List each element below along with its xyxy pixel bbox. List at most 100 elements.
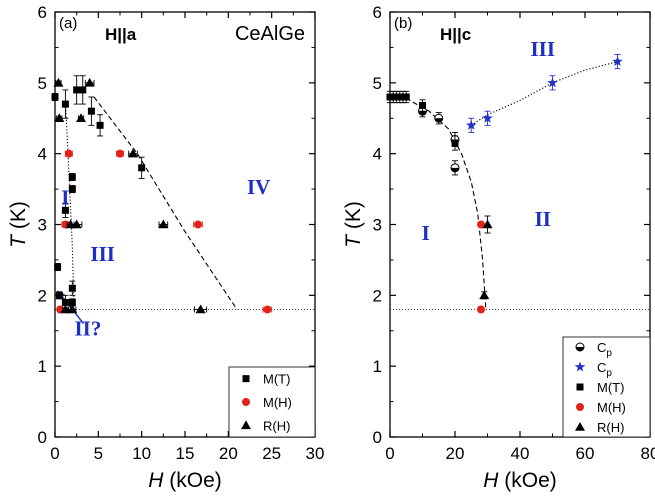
y-tick-label: 2 <box>373 286 382 305</box>
field-direction-label: H||c <box>440 25 471 44</box>
x-tick-label: 80 <box>641 444 655 463</box>
data-point-triangle <box>479 290 490 300</box>
x-axis-label-symbol: H <box>483 469 499 492</box>
legend-label-main: C <box>597 360 606 375</box>
compound-label: CeAlGe <box>235 23 305 45</box>
y-tick-label: 1 <box>38 357 47 376</box>
data-point-triangle <box>65 219 76 229</box>
legend-marker-circle <box>576 403 584 411</box>
x-axis-label: H (kOe) <box>483 469 557 492</box>
x-tick-label: 60 <box>576 444 595 463</box>
legend-marker-square <box>576 383 584 391</box>
data-point-half-circle-fill <box>434 118 443 123</box>
x-axis-label-unit: (kOe) <box>163 469 221 492</box>
data-point-square <box>68 298 76 306</box>
y-tick-label: 0 <box>373 428 382 447</box>
field-direction-label: H||a <box>105 25 137 44</box>
legend-label-main: R(H) <box>597 420 624 435</box>
legend-label-main: C <box>597 340 606 355</box>
legend-label-main: M(T) <box>597 380 624 395</box>
data-point-star <box>547 77 558 88</box>
y-tick-label: 6 <box>373 3 382 22</box>
data-point-triangle <box>60 304 71 314</box>
data-point-square <box>61 206 69 214</box>
data-point-triangle <box>128 148 138 158</box>
legend-marker-triangle <box>575 422 585 431</box>
y-tick-label: 0 <box>38 428 47 447</box>
legend-label: M(T) <box>597 380 624 395</box>
x-tick-label: 15 <box>176 444 195 463</box>
y-tick-label: 5 <box>38 74 47 93</box>
y-tick-label: 6 <box>38 3 47 22</box>
x-tick-label: 20 <box>446 444 465 463</box>
phase-label: III <box>530 37 555 61</box>
x-tick-label: 0 <box>50 444 59 463</box>
legend-label: M(T) <box>263 372 290 387</box>
data-point-star <box>482 112 493 123</box>
phase-boundary-dotted <box>470 61 618 126</box>
data-point-square <box>54 263 62 271</box>
data-point-triangle <box>84 77 95 87</box>
data-point-square <box>61 298 69 306</box>
data-point-circle <box>64 149 73 158</box>
data-point-triangle <box>195 304 206 314</box>
panel-label: (b) <box>394 15 412 32</box>
legend-label-main: M(H) <box>597 400 626 415</box>
x-axis-label-unit: (kOe) <box>498 469 556 492</box>
y-tick-label: 4 <box>38 145 47 164</box>
y-tick-label: 5 <box>373 74 382 93</box>
legend-label: R(H) <box>263 418 290 433</box>
y-axis-label-unit: (K) <box>342 201 365 235</box>
legend-marker-half-circle-fill <box>576 347 584 351</box>
y-tick-label: 4 <box>373 145 382 164</box>
legend-label-main: R(H) <box>263 418 290 433</box>
data-point-circle <box>194 220 202 229</box>
data-point-square <box>402 93 410 101</box>
x-tick-label: 20 <box>219 444 238 463</box>
x-tick-label: 25 <box>262 444 281 463</box>
phase-label: III <box>90 242 115 266</box>
data-point-square <box>87 107 95 115</box>
data-point-circle <box>477 305 485 314</box>
data-point-square <box>61 100 69 108</box>
data-point-square <box>68 185 76 193</box>
x-tick-label: 5 <box>94 444 103 463</box>
phase-label: IV <box>247 175 270 199</box>
x-tick-label: 0 <box>385 444 394 463</box>
y-tick-label: 3 <box>373 216 382 235</box>
phase-boundary-dashed <box>389 96 487 310</box>
legend-label-subscript: p <box>606 348 612 359</box>
legend-marker-triangle <box>241 420 251 430</box>
data-point-square <box>419 102 426 109</box>
legend-label-main: M(H) <box>263 395 292 410</box>
data-point-square <box>68 284 76 292</box>
y-axis-label-symbol: T <box>342 233 365 248</box>
y-tick-label: 3 <box>38 216 47 235</box>
legend-marker-circle <box>242 398 250 406</box>
data-point-triangle <box>76 113 86 122</box>
phase-label: II <box>535 207 551 231</box>
phase-label: II? <box>75 317 102 341</box>
legend-marker-star <box>574 361 586 372</box>
y-axis-label: T (K) <box>342 201 365 248</box>
data-point-circle <box>477 220 485 229</box>
y-axis-label-unit: (K) <box>7 201 30 235</box>
data-point-triangle <box>67 304 78 314</box>
x-axis-label: H (kOe) <box>148 469 222 492</box>
data-point-square <box>73 86 81 94</box>
x-tick-label: 40 <box>511 444 530 463</box>
data-point-circle <box>263 305 272 314</box>
data-point-circle <box>116 149 124 158</box>
phase-boundary-dashed <box>93 96 238 310</box>
data-point-half-circle-fill <box>418 111 427 116</box>
data-point-triangle <box>482 219 493 229</box>
phase-label: I <box>422 221 430 245</box>
legend-label: M(H) <box>263 395 292 410</box>
panel-label: (a) <box>59 15 77 32</box>
legend-label: Cp <box>597 360 612 379</box>
legend-label-main: M(T) <box>263 372 290 387</box>
legend-label: Cp <box>597 340 612 359</box>
x-axis-label-symbol: H <box>148 469 164 492</box>
